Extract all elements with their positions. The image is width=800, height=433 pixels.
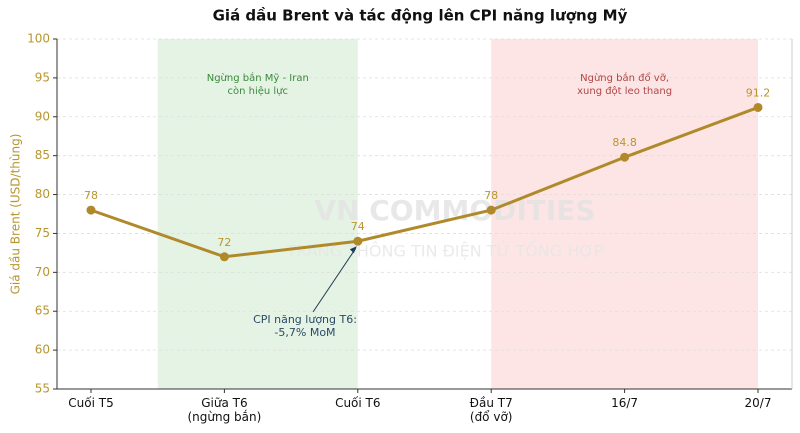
y-tick-label: 55	[35, 382, 50, 396]
y-tick-label: 70	[35, 265, 50, 279]
y-tick-label: 75	[35, 226, 50, 240]
data-label: 84.8	[612, 136, 637, 149]
data-point	[353, 236, 363, 246]
y-tick-label: 80	[35, 187, 50, 201]
data-label: 78	[84, 189, 98, 202]
annotation-text: CPI năng lượng T6: -5,7% MoM	[253, 313, 357, 339]
data-point	[219, 252, 229, 262]
data-label: 78	[484, 189, 498, 202]
x-tick-label: Giữa T6 (ngừng bắn)	[187, 396, 262, 424]
y-tick-label: 65	[35, 304, 50, 318]
region-label: Ngừng bắn Mỹ - Iran còn hiệu lực	[206, 73, 309, 97]
watermark: TRANG THÔNG TIN ĐIỆN TỬ TỔNG HỢP	[285, 240, 603, 261]
data-point	[86, 205, 96, 215]
x-tick-label: 20/7	[744, 396, 772, 410]
x-tick-label: 16/7	[611, 396, 639, 410]
arrow-head	[349, 246, 357, 254]
shaded-region	[157, 39, 358, 389]
y-axis-label: Giá dầu Brent (USD/thùng)	[9, 134, 23, 295]
data-point	[486, 205, 496, 215]
shaded-region	[491, 39, 758, 389]
series-line	[90, 106, 759, 259]
watermark: VN COMMODITIES	[314, 194, 595, 227]
data-label: 74	[351, 220, 365, 233]
y-tick-label: 95	[35, 70, 50, 84]
annotation-arrow	[312, 247, 357, 313]
x-tick-label: Đầu T7 (đổ vỡ)	[469, 396, 513, 424]
y-tick-label: 100	[27, 32, 50, 46]
y-tick-label: 85	[35, 148, 50, 162]
x-tick-label: Cuối T5	[68, 396, 114, 410]
data-label: 72	[217, 236, 231, 249]
region-label: Ngừng bắn đổ vỡ, xung đột leo thang	[577, 73, 673, 97]
x-tick-label: Cuối T6	[335, 396, 381, 410]
y-tick-label: 90	[35, 109, 50, 123]
y-tick-label: 60	[35, 343, 50, 357]
data-point	[753, 102, 763, 112]
chart-title: Giá dầu Brent và tác động lên CPI năng l…	[213, 7, 628, 25]
data-label: 91.2	[746, 86, 771, 99]
data-point	[620, 152, 630, 162]
